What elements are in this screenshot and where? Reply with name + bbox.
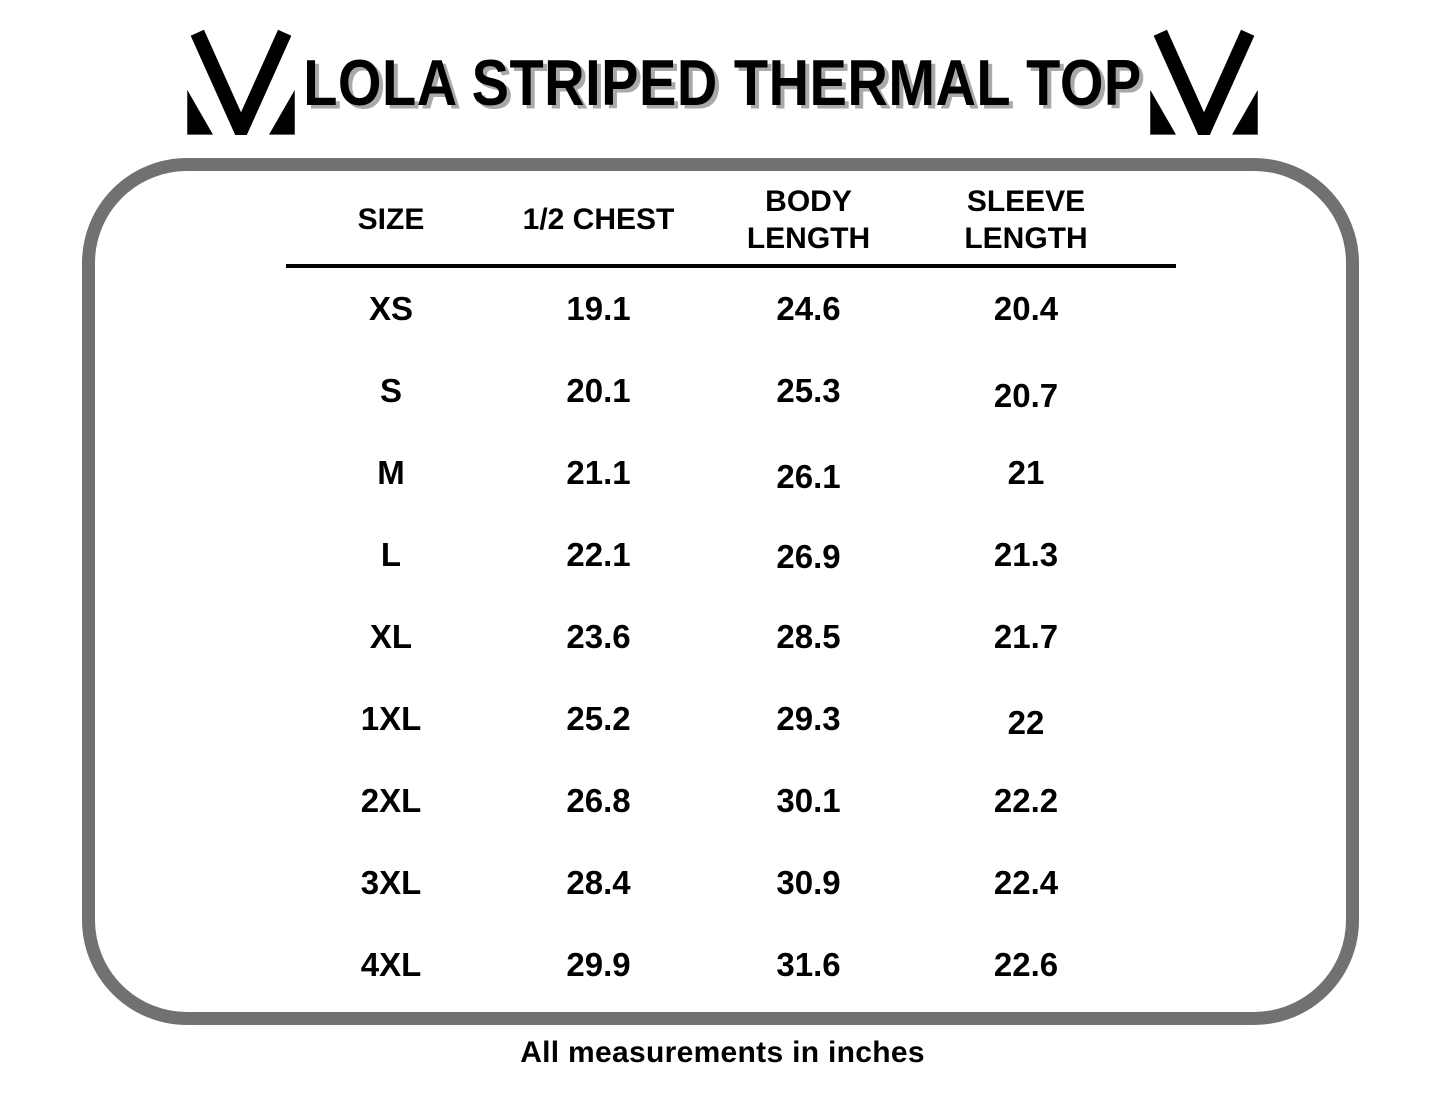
cell-half-chest: 23.6 xyxy=(566,618,631,655)
cell-body-length: 30.1 xyxy=(776,782,841,819)
cell-half-chest: 25.2 xyxy=(566,700,631,737)
table-row: XS 19.1 24.6 20.4 xyxy=(286,268,1176,350)
table-row: XL 23.6 28.5 21.7 xyxy=(286,596,1176,678)
cell-body-length: 24.6 xyxy=(776,290,841,327)
cell-sleeve-length: 22.4 xyxy=(993,864,1059,901)
size-chart-panel xyxy=(82,158,1359,1025)
cell-size: 3XL xyxy=(360,864,422,901)
cell-size: 4XL xyxy=(360,946,422,983)
table-row: 3XL 28.4 30.9 22.4 xyxy=(286,842,1176,924)
cell-sleeve-length: 22.6 xyxy=(993,946,1059,983)
column-header-size: SIZE xyxy=(357,203,425,237)
column-header-body-length: BODY LENGTH xyxy=(746,184,871,256)
measurements-note: All measurements in inches xyxy=(520,1036,925,1069)
cell-body-length: 28.5 xyxy=(776,618,841,655)
header-divider xyxy=(286,264,1176,268)
cell-body-length: 26.9 xyxy=(776,538,841,575)
table-row: L 22.1 26.9 21.3 xyxy=(286,514,1176,596)
cell-body-length: 29.3 xyxy=(776,700,841,737)
cell-body-length: 26.1 xyxy=(776,458,841,495)
monogram-icon xyxy=(187,29,295,135)
cell-body-length: 30.9 xyxy=(776,864,841,901)
cell-sleeve-length: 21.3 xyxy=(993,536,1059,573)
cell-size: L xyxy=(380,536,402,573)
size-chart-table: SIZE 1/2 CHEST BODY LENGTH SLEEVE LENGTH… xyxy=(286,176,1176,1006)
cell-size: 1XL xyxy=(360,700,422,737)
cell-half-chest: 29.9 xyxy=(566,946,631,983)
cell-body-length: 31.6 xyxy=(776,946,841,983)
monogram-icon xyxy=(1150,29,1258,135)
cell-size: S xyxy=(379,372,402,409)
cell-half-chest: 20.1 xyxy=(566,372,631,409)
column-header-sleeve-length: SLEEVE LENGTH xyxy=(964,184,1088,256)
cell-half-chest: 19.1 xyxy=(566,290,631,327)
table-row: 1XL 25.2 29.3 22 xyxy=(286,678,1176,760)
cell-body-length: 25.3 xyxy=(776,372,841,409)
cell-sleeve-length: 21 xyxy=(1007,454,1045,491)
table-row: M 21.1 26.1 21 xyxy=(286,432,1176,514)
cell-size: XS xyxy=(368,290,414,327)
table-row: S 20.1 25.3 20.7 xyxy=(286,350,1176,432)
brand-logo-right xyxy=(1148,29,1260,135)
cell-half-chest: 22.1 xyxy=(566,536,631,573)
cell-size: 2XL xyxy=(360,782,422,819)
cell-half-chest: 26.8 xyxy=(566,782,631,819)
chart-header: LOLA STRIPED THERMAL TOP xyxy=(0,18,1445,146)
cell-size: M xyxy=(377,454,405,491)
cell-size: XL xyxy=(369,618,413,655)
table-row: 4XL 29.9 31.6 22.6 xyxy=(286,924,1176,1006)
brand-logo-left xyxy=(185,29,297,135)
column-header-half-chest: 1/2 CHEST xyxy=(522,203,675,237)
cell-sleeve-length: 22 xyxy=(1007,704,1045,741)
cell-half-chest: 21.1 xyxy=(566,454,631,491)
table-header-row: SIZE 1/2 CHEST BODY LENGTH SLEEVE LENGTH xyxy=(286,176,1176,264)
cell-sleeve-length: 20.4 xyxy=(993,290,1059,327)
cell-sleeve-length: 22.2 xyxy=(993,782,1059,819)
cell-sleeve-length: 20.7 xyxy=(993,377,1059,414)
page-title: LOLA STRIPED THERMAL TOP xyxy=(303,45,1142,119)
table-row: 2XL 26.8 30.1 22.2 xyxy=(286,760,1176,842)
cell-sleeve-length: 21.7 xyxy=(993,618,1059,655)
cell-half-chest: 28.4 xyxy=(566,864,631,901)
table-body: XS 19.1 24.6 20.4 S 20.1 25.3 20.7 M 21.… xyxy=(286,268,1176,1006)
